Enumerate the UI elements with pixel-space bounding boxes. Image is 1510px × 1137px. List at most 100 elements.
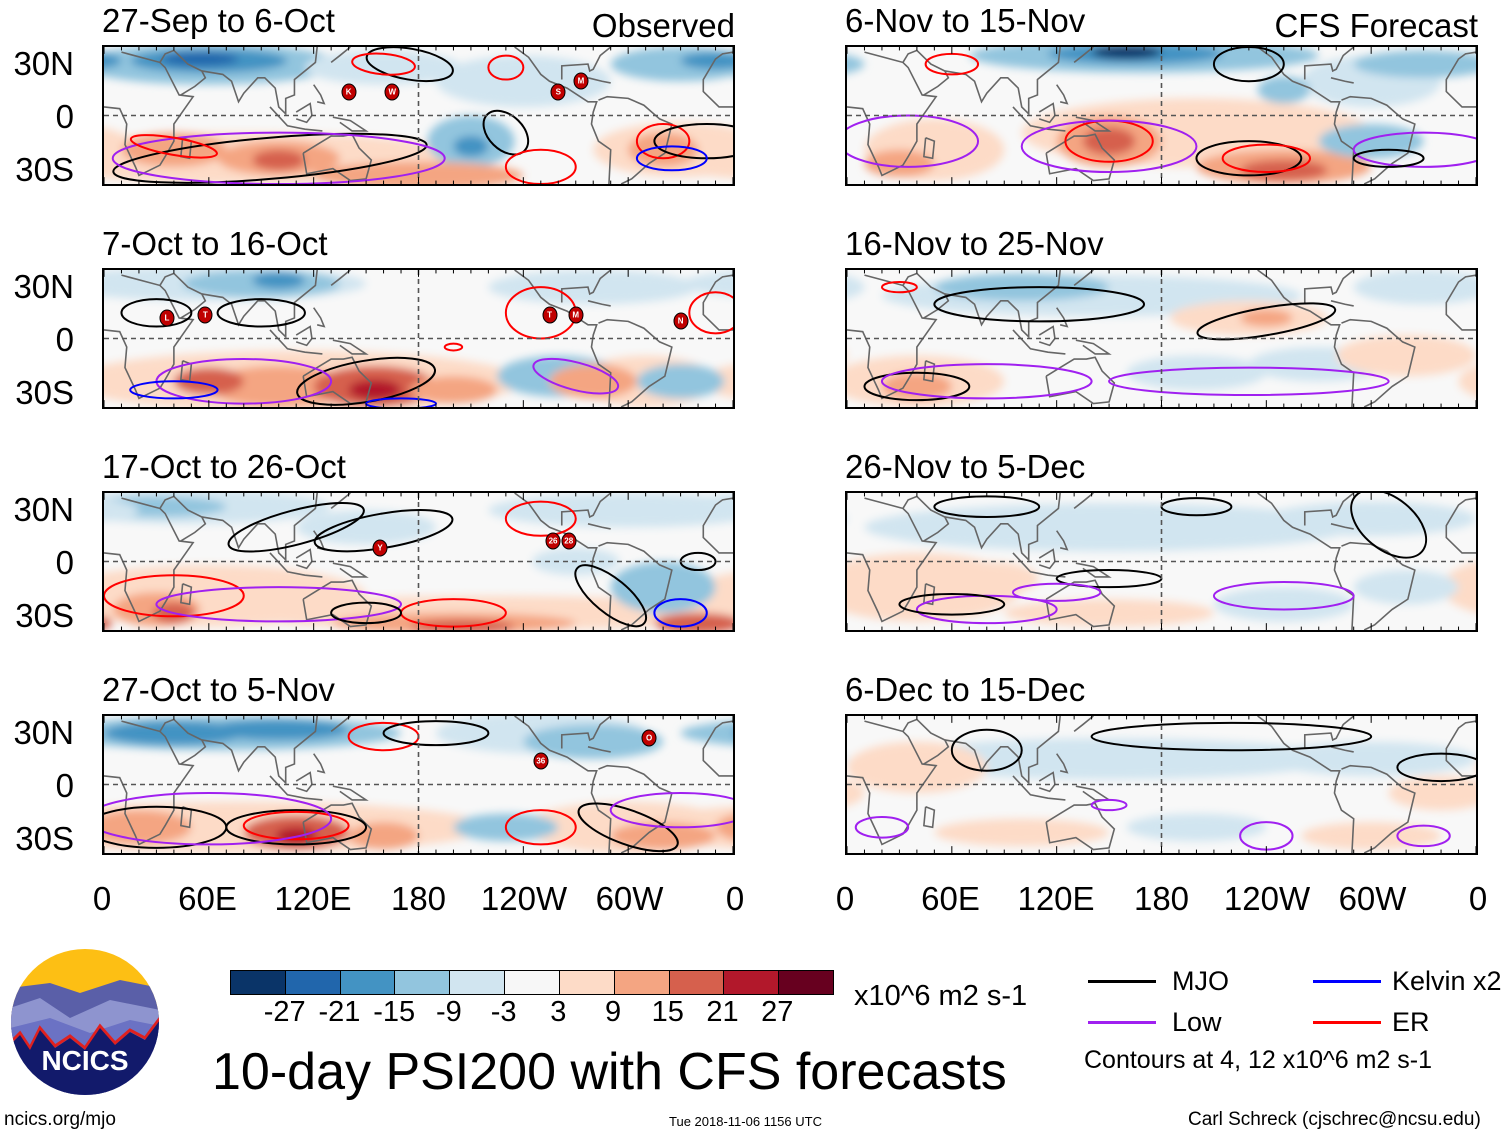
colorbar-swatch	[340, 971, 396, 994]
coastline	[945, 716, 1060, 783]
lon-label: 0	[92, 880, 112, 917]
coastline	[1074, 493, 1093, 508]
column-label: CFS Forecast	[1274, 7, 1478, 44]
coastline	[1331, 524, 1354, 529]
coastline	[1446, 498, 1476, 553]
colorbar-swatch	[724, 971, 780, 994]
coastline	[1013, 330, 1065, 354]
panel-title: 6-Nov to 15-Nov	[845, 2, 1086, 39]
contour-line	[506, 150, 576, 184]
anomaly-region	[881, 738, 1337, 780]
colorbar-tick-label: 21	[706, 996, 739, 1028]
anomaly-region	[252, 271, 305, 289]
map-canvas	[104, 716, 733, 853]
coastline	[562, 716, 611, 749]
psi200-anomaly-shading	[104, 716, 733, 853]
coastline	[598, 97, 671, 184]
contour-line	[104, 793, 331, 844]
colorbar-unit: x10^6 m2 s-1	[854, 980, 1028, 1012]
anomaly-region	[1458, 365, 1476, 397]
contour-line	[244, 812, 349, 839]
anomaly-region	[208, 719, 349, 740]
colorbar-tick-label: -21	[318, 996, 361, 1028]
legend-label-mjo: MJO	[1172, 966, 1229, 996]
anomaly-region	[881, 372, 952, 401]
coastline	[1057, 308, 1067, 327]
tropical-cyclone-icon: L	[159, 309, 175, 327]
contour-line	[566, 555, 655, 630]
ncics-logo: NCICS	[10, 948, 160, 1096]
coastline	[160, 273, 205, 318]
map-panel	[845, 45, 1478, 186]
panel-title: 7-Oct to 16-Oct	[102, 225, 328, 262]
coastline	[303, 580, 371, 626]
map-panel	[845, 268, 1478, 409]
contour-line	[637, 124, 689, 158]
tropical-cyclone-icon: Y	[372, 539, 388, 557]
contour-line	[899, 594, 1004, 615]
legend-line-low	[1088, 1021, 1156, 1024]
coastline	[1305, 47, 1354, 80]
coastline	[924, 807, 934, 828]
contour-line	[1214, 47, 1284, 81]
footer-url[interactable]: ncics.org/mjo	[4, 1109, 116, 1130]
contour-line	[506, 502, 576, 536]
map-canvas	[847, 270, 1476, 407]
lon-label: 60W	[595, 880, 664, 917]
coastline	[296, 550, 312, 569]
map-panel: Y 26 28	[102, 491, 735, 632]
anomaly-region	[161, 52, 239, 66]
contour-line	[104, 575, 244, 616]
lat-label: 0	[55, 98, 74, 135]
colorbar-swatch	[614, 971, 670, 994]
contour-line	[224, 493, 368, 562]
colorbar-tick-label: 15	[651, 996, 684, 1028]
colorbar-swatch	[779, 971, 833, 994]
coastline	[562, 47, 611, 80]
contour-line	[882, 364, 1092, 398]
coastline	[598, 320, 671, 407]
footer-timestamp: Tue 2018-11-06 1156 UTC	[669, 1114, 822, 1129]
contour-line	[847, 116, 978, 167]
coastline	[333, 563, 366, 577]
tropical-cyclone-icon: M	[568, 306, 584, 324]
coastline	[1057, 531, 1067, 550]
coastline	[1331, 78, 1354, 83]
coastline	[331, 47, 350, 62]
coastline	[314, 308, 324, 327]
coastline	[331, 716, 350, 731]
contour-line	[934, 287, 1144, 321]
coastline	[1074, 47, 1093, 62]
coastline	[296, 773, 312, 792]
coastline	[598, 543, 671, 630]
coastline	[1341, 766, 1414, 853]
map-canvas	[104, 47, 733, 184]
contour-line	[1109, 368, 1389, 395]
map-canvas	[104, 270, 733, 407]
colorbar-tick-label: 3	[550, 996, 567, 1028]
contour-line	[1354, 133, 1476, 167]
anomaly-region	[934, 561, 1040, 596]
contour-line	[351, 51, 415, 77]
anomaly-region	[104, 616, 113, 630]
tropical-cyclone-icon: S	[550, 83, 566, 101]
lon-label: 180	[390, 880, 447, 917]
coastline	[1341, 320, 1414, 407]
coastline	[1046, 357, 1114, 403]
coastline	[181, 584, 191, 605]
anomaly-region	[488, 270, 699, 305]
anomaly-region	[1353, 570, 1459, 605]
anomaly-region	[864, 149, 935, 178]
anomaly-region	[488, 493, 733, 528]
colorbar-tick-label: -15	[373, 996, 416, 1028]
lon-label: 0	[725, 880, 745, 917]
legend-line-mjo	[1088, 980, 1156, 983]
coastline	[1039, 550, 1055, 569]
contour-line	[1397, 754, 1476, 781]
coastline	[1074, 716, 1093, 731]
colorbar-tick-label: -9	[436, 996, 462, 1028]
lon-label: 60W	[1338, 880, 1407, 917]
contour-line	[1223, 145, 1310, 172]
contour-line	[445, 344, 462, 351]
coastline	[1076, 340, 1109, 354]
